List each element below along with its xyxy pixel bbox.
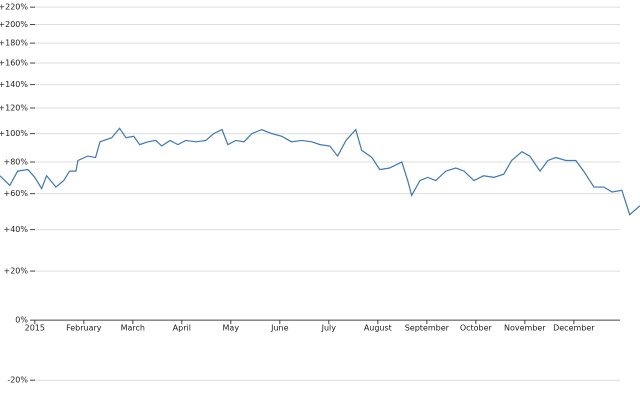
y-tick-label: +120% [0, 103, 28, 112]
x-tick-label: April [173, 324, 191, 333]
y-tick-label: +160% [0, 59, 28, 68]
x-tick-label: June [270, 324, 289, 333]
x-tick-label: October [460, 324, 493, 333]
y-tick-label: -20% [7, 376, 28, 385]
y-tick-label: +40% [4, 225, 29, 234]
x-tick-label: December [553, 324, 595, 333]
y-tick-label: 0% [15, 316, 28, 325]
y-tick-label: +100% [0, 129, 28, 138]
x-tick-label: August [364, 324, 392, 333]
x-tick-label: March [121, 324, 145, 333]
line-series [0, 127, 640, 216]
y-tick-label: +140% [0, 80, 28, 89]
x-tick-label: 2015 [25, 324, 45, 333]
x-tick-label: November [504, 324, 546, 333]
y-tick-label: +60% [4, 189, 29, 198]
y-tick-label: +180% [0, 39, 28, 48]
y-tick-label: +220% [0, 3, 28, 12]
x-tick-label: July [321, 324, 337, 333]
y-tick-label: +20% [4, 267, 29, 276]
y-tick-label: +200% [0, 20, 28, 29]
x-tick-label: May [223, 324, 240, 333]
x-tick-label: September [405, 324, 450, 333]
x-tick-label: February [66, 324, 102, 333]
y-tick-label: +80% [4, 157, 29, 166]
